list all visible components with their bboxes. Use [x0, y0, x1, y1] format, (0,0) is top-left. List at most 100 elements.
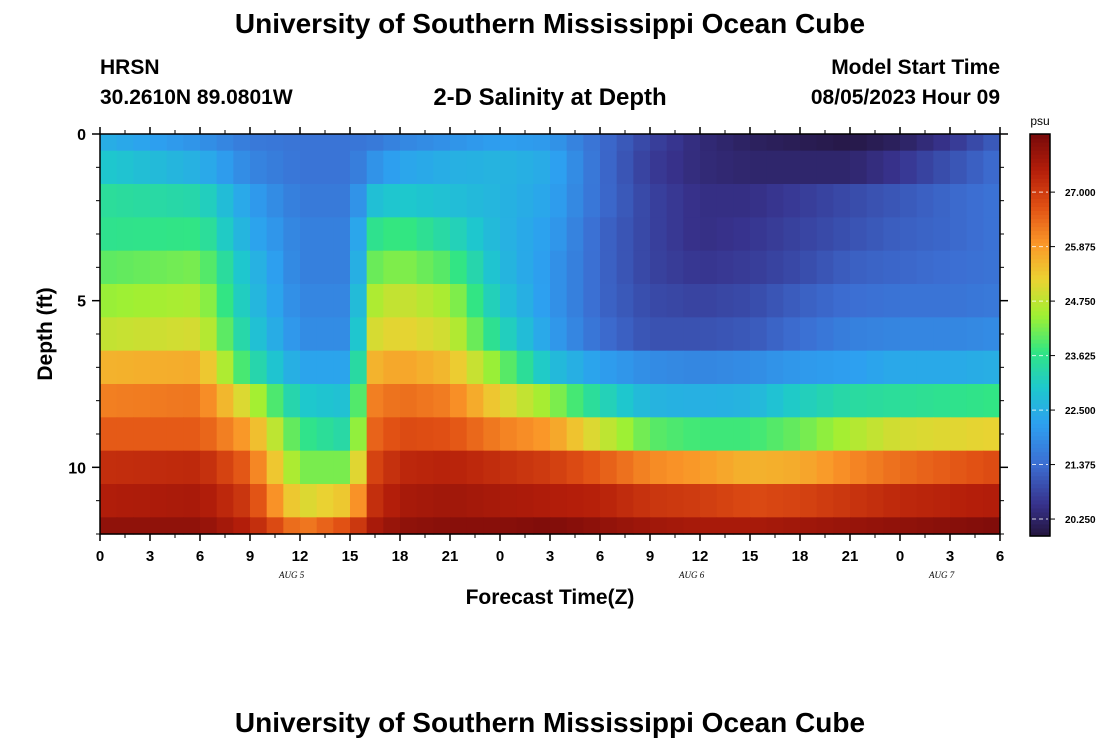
heatmap-cell: [433, 284, 451, 318]
heatmap-cell: [883, 417, 901, 452]
heatmap-cell: [316, 484, 334, 518]
heatmap-cell: [616, 134, 634, 152]
heatmap-cell: [933, 450, 951, 485]
heatmap-cell: [583, 317, 601, 352]
heatmap-cell: [266, 350, 284, 385]
x-tick-label: 21: [442, 548, 459, 565]
heatmap-cell: [516, 450, 534, 485]
heatmap-cell: [800, 350, 818, 385]
heatmap-cell: [483, 217, 501, 252]
heatmap-cell: [450, 134, 468, 152]
colorbar-swatch: [1030, 294, 1050, 300]
heatmap-cell: [883, 517, 901, 535]
heatmap-cell: [966, 217, 984, 252]
heatmap-cell: [133, 250, 151, 285]
heatmap-cell: [833, 217, 851, 252]
heatmap-cell: [650, 417, 668, 452]
colorbar-swatch: [1030, 347, 1050, 352]
heatmap-cell: [850, 450, 868, 485]
heatmap-cell: [833, 150, 851, 185]
heatmap-cell: [616, 484, 634, 518]
heatmap-cell: [783, 484, 801, 518]
heatmap-cell: [866, 150, 884, 185]
heatmap-cell: [633, 250, 651, 285]
heatmap-cell: [816, 150, 834, 185]
heatmap-cell: [766, 450, 784, 485]
heatmap-cell: [850, 184, 868, 218]
heatmap-cell: [383, 450, 401, 485]
heatmap-cell: [933, 250, 951, 285]
heatmap-cell: [983, 284, 1001, 318]
heatmap-cell: [233, 350, 251, 385]
heatmap-cell: [983, 350, 1001, 385]
heatmap-cell: [733, 517, 751, 535]
heatmap-cell: [116, 417, 134, 452]
heatmap-cell: [333, 450, 351, 485]
heatmap-cell: [483, 517, 501, 535]
heatmap-cell: [116, 384, 134, 418]
heatmap-cell: [766, 350, 784, 385]
heatmap-cell: [783, 517, 801, 535]
heatmap-cell: [866, 350, 884, 385]
heatmap-cell: [366, 250, 384, 285]
heatmap-cell: [116, 217, 134, 252]
heatmap-cell: [166, 517, 184, 535]
heatmap-cell: [816, 250, 834, 285]
colorbar-swatch: [1030, 359, 1050, 364]
heatmap-cell: [933, 350, 951, 385]
heatmap-cell: [216, 150, 234, 185]
colorbar-swatch: [1030, 154, 1050, 159]
heatmap-cell: [650, 350, 668, 385]
heatmap-cell: [633, 417, 651, 452]
colorbar-swatch: [1030, 495, 1050, 501]
heatmap-cell: [683, 484, 701, 518]
heatmap-cell: [400, 317, 418, 352]
heatmap-cell: [583, 484, 601, 518]
heatmap-cell: [850, 384, 868, 418]
heatmap-cell: [716, 484, 734, 518]
heatmap-cell: [783, 217, 801, 252]
heatmap-cell: [150, 450, 168, 485]
heatmap-cell: [950, 517, 968, 535]
heatmap-cell: [650, 284, 668, 318]
heatmap-cell: [266, 150, 284, 185]
heatmap-cell: [300, 450, 318, 485]
heatmap-cell: [600, 217, 618, 252]
heatmap-cell: [100, 317, 118, 352]
colorbar-swatch: [1030, 459, 1050, 465]
heatmap-cell: [233, 150, 251, 185]
heatmap-cell: [166, 134, 184, 152]
heatmap-cell: [750, 150, 768, 185]
heatmap-cell: [933, 284, 951, 318]
heatmap-cell: [883, 150, 901, 185]
heatmap-cell: [416, 484, 434, 518]
heatmap-cell: [800, 217, 818, 252]
colorbar-tick-label: 27.000: [1065, 188, 1096, 199]
heatmap-cell: [533, 384, 551, 418]
heatmap-cell: [216, 250, 234, 285]
y-axis-label: Depth (ft): [34, 287, 57, 380]
heatmap-cell: [300, 417, 318, 452]
heatmap-cell: [700, 517, 718, 535]
heatmap-cell: [966, 184, 984, 218]
heatmap-cell: [566, 417, 584, 452]
heatmap-cell: [500, 517, 518, 535]
heatmap-cell: [166, 417, 184, 452]
heatmap-cell: [500, 150, 518, 185]
heatmap-cell: [766, 517, 784, 535]
heatmap-cell: [816, 217, 834, 252]
heatmap-cell: [333, 484, 351, 518]
heatmap-cell: [483, 284, 501, 318]
heatmap-cell: [733, 184, 751, 218]
heatmap-cell: [416, 250, 434, 285]
heatmap-cell: [583, 384, 601, 418]
heatmap-cell: [816, 484, 834, 518]
plot-title: 2-D Salinity at Depth: [433, 84, 667, 111]
colorbar-swatch: [1030, 166, 1050, 171]
colorbar-swatch: [1030, 274, 1050, 280]
heatmap-cell: [616, 250, 634, 285]
colorbar-tick-label: 21.375: [1065, 461, 1096, 472]
heatmap-cell: [700, 417, 718, 452]
heatmap-cell: [900, 284, 918, 318]
heatmap-cell: [133, 350, 151, 385]
